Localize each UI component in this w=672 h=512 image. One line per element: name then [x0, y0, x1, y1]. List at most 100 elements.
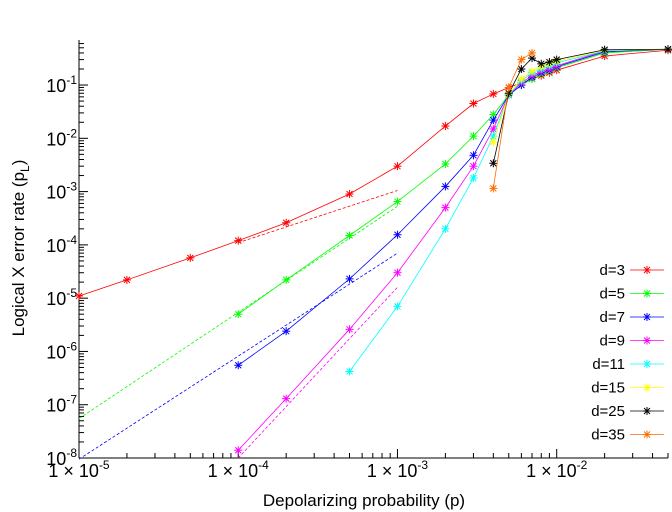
- data-point: [234, 446, 243, 455]
- x-tick-mantissa: 1 ×: [48, 461, 79, 481]
- fit-lines: [78, 190, 398, 460]
- data-point: [345, 325, 354, 334]
- series-lines: [75, 45, 672, 455]
- data-point: [528, 48, 537, 57]
- data-point: [441, 122, 450, 131]
- x-tick-base: 10: [557, 461, 577, 481]
- legend-label: d=25: [591, 403, 625, 420]
- y-tick-exp: -5: [66, 286, 77, 300]
- data-point: [517, 55, 526, 64]
- data-point: [441, 159, 450, 168]
- data-point: [441, 182, 450, 191]
- x-tick-mantissa: 1 ×: [526, 461, 557, 481]
- legend-item-d7: d=7: [600, 309, 664, 326]
- legend-item-d9: d=9: [600, 333, 664, 350]
- y-tick-exp: -8: [66, 446, 77, 460]
- y-tick-label: 10-4: [46, 233, 77, 256]
- data-point: [545, 58, 554, 67]
- legend-label: d=3: [600, 262, 625, 279]
- y-tick-base: 10: [46, 289, 66, 309]
- y-axis-label-close: ): [9, 160, 28, 166]
- legend-item-d11: d=11: [592, 356, 664, 373]
- data-point: [345, 231, 354, 240]
- data-point: [393, 162, 402, 171]
- x-tick-mantissa: 1 ×: [208, 461, 239, 481]
- x-tick-label: 1 × 10-3: [367, 458, 429, 481]
- x-tick-mantissa: 1 ×: [367, 461, 398, 481]
- data-point: [234, 236, 243, 245]
- data-point: [282, 218, 291, 227]
- data-point: [345, 367, 354, 376]
- legend-marker: [643, 407, 651, 415]
- y-tick-label: 10-5: [46, 286, 77, 309]
- legend-label: d=5: [600, 286, 625, 303]
- data-point: [469, 132, 478, 141]
- x-tick-label: 1 × 10-2: [526, 458, 588, 481]
- legend-label: d=9: [600, 333, 625, 350]
- data-point: [489, 184, 498, 193]
- data-point: [469, 162, 478, 171]
- data-point: [282, 327, 291, 336]
- data-point: [282, 275, 291, 284]
- y-tick-exp: -4: [66, 233, 77, 247]
- data-point: [469, 173, 478, 182]
- y-tick-base: 10: [46, 129, 66, 149]
- x-tick-label: 1 × 10-4: [208, 458, 270, 481]
- data-point: [489, 138, 498, 147]
- fit-line-d7: [78, 252, 398, 460]
- x-tick-base: 10: [238, 461, 258, 481]
- y-tick-exp: -6: [66, 339, 77, 353]
- data-point: [441, 203, 450, 212]
- data-point: [528, 67, 537, 76]
- data-point: [122, 275, 131, 284]
- y-tick-base: 10: [46, 396, 66, 416]
- legend-item-d5: d=5: [600, 286, 664, 303]
- y-tick-exp: -2: [66, 126, 77, 140]
- series-d25: [489, 45, 672, 168]
- legend-marker: [643, 289, 651, 298]
- fit-line-d9: [237, 287, 398, 459]
- x-tick-exp: -5: [99, 458, 110, 472]
- legend-label: d=35: [591, 427, 625, 444]
- data-point: [186, 253, 195, 262]
- legend: d=3 d=5 d=7 d=9 d=11 d=15 d=25 d=35: [591, 262, 664, 444]
- data-point: [517, 74, 526, 83]
- data-point: [517, 64, 526, 73]
- x-tick-label: 1 × 10-5: [48, 458, 110, 481]
- y-tick-label: 10-3: [46, 180, 77, 203]
- series-d35: [489, 48, 537, 193]
- data-point: [441, 224, 450, 233]
- data-point: [393, 230, 402, 239]
- y-tick-exp: -7: [66, 393, 77, 407]
- tick-labels: 1 × 10-5 1 × 10-4 1 × 10-3 1 × 10-210-810-7…: [46, 73, 587, 481]
- y-tick-label: 10-1: [46, 73, 77, 96]
- data-point: [345, 190, 354, 199]
- x-tick-base: 10: [79, 461, 99, 481]
- fit-line-d3: [238, 190, 398, 244]
- data-point: [393, 302, 402, 311]
- y-tick-base: 10: [46, 449, 66, 469]
- legend-item-d25: d=25: [591, 403, 664, 420]
- y-tick-base: 10: [46, 342, 66, 362]
- legend-marker: [643, 383, 651, 392]
- legend-marker: [643, 360, 651, 368]
- legend-label: d=11: [592, 356, 625, 373]
- x-tick-base: 10: [397, 461, 417, 481]
- legend-marker: [643, 336, 651, 345]
- y-tick-label: 10-8: [46, 446, 77, 469]
- data-point: [504, 83, 513, 92]
- data-point: [552, 55, 561, 64]
- legend-item-d3: d=3: [600, 262, 664, 279]
- legend-marker: [643, 313, 651, 321]
- data-point: [469, 151, 478, 160]
- x-tick-exp: -3: [417, 458, 428, 472]
- data-point: [600, 45, 609, 54]
- x-tick-exp: -2: [577, 458, 588, 472]
- data-point: [234, 361, 243, 370]
- legend-marker: [643, 430, 651, 439]
- series-d3: [75, 46, 672, 300]
- data-point: [234, 310, 243, 319]
- y-tick-exp: -3: [66, 180, 77, 194]
- y-tick-base: 10: [46, 183, 66, 203]
